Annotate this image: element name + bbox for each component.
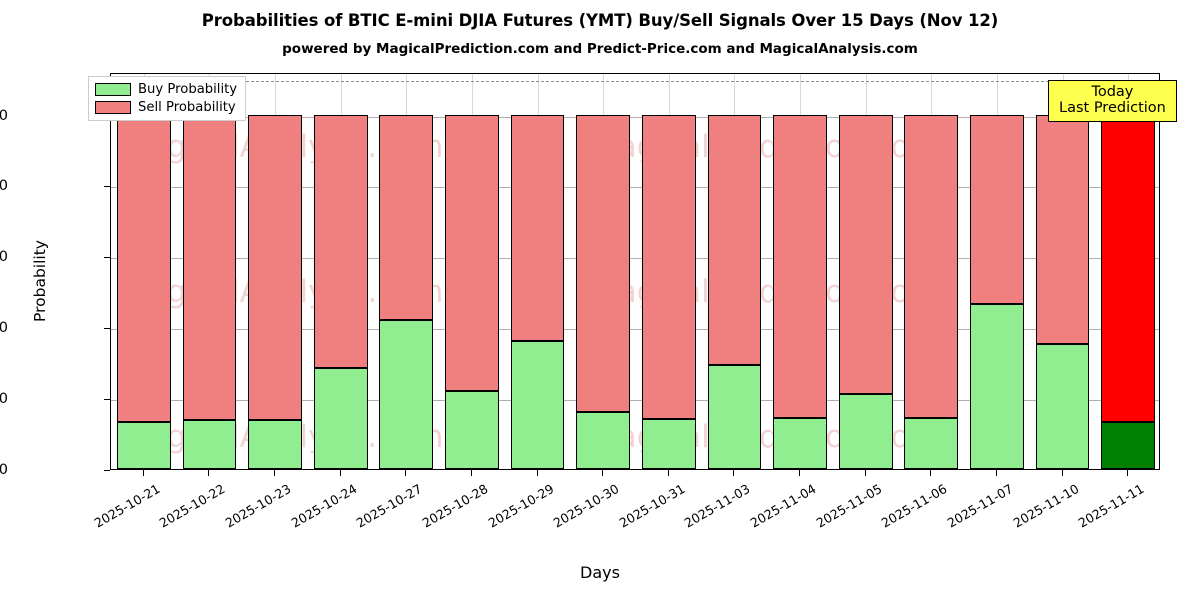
bar-segment-sell[interactable] xyxy=(576,114,631,412)
bar-segment-sell[interactable] xyxy=(313,114,368,368)
bar-segment-buy[interactable] xyxy=(313,367,368,469)
chart-legend: Buy Probability Sell Probability xyxy=(88,76,247,121)
bar-segment-buy[interactable] xyxy=(707,364,762,469)
bar-segment-sell[interactable] xyxy=(904,114,959,418)
bar-group[interactable] xyxy=(379,74,434,469)
bar-group[interactable] xyxy=(641,74,696,469)
x-tick-mark xyxy=(471,470,472,476)
y-tick-label: 40 xyxy=(0,320,8,337)
bar-group[interactable] xyxy=(1035,74,1090,469)
legend-label-buy: Buy Probability xyxy=(138,82,238,97)
x-tick-mark xyxy=(340,470,341,476)
bar-segment-buy[interactable] xyxy=(379,319,434,469)
x-tick-mark xyxy=(865,470,866,476)
today-callout-line1: Today xyxy=(1091,84,1134,100)
bar-segment-sell[interactable] xyxy=(970,114,1024,304)
y-tick-mark xyxy=(104,399,110,400)
legend-swatch-sell-icon xyxy=(95,101,131,114)
bar-group[interactable] xyxy=(510,74,565,469)
y-tick-mark xyxy=(104,470,110,471)
y-tick-mark xyxy=(104,328,110,329)
legend-item-buy: Buy Probability xyxy=(95,82,237,97)
legend-swatch-buy-icon xyxy=(95,83,131,96)
bar-segment-sell[interactable] xyxy=(445,114,499,392)
x-tick-mark xyxy=(996,470,997,476)
bar-segment-sell[interactable] xyxy=(641,114,696,419)
y-tick-label: 0 xyxy=(0,462,8,478)
bar-group[interactable] xyxy=(248,74,302,469)
bar-segment-sell[interactable] xyxy=(182,114,237,421)
x-tick-mark xyxy=(799,470,800,476)
y-tick-label: 20 xyxy=(0,391,8,408)
horizontal-gridline xyxy=(111,187,1159,188)
x-tick-mark xyxy=(1127,470,1128,476)
x-tick-mark xyxy=(733,470,734,476)
today-callout-line2: Last Prediction xyxy=(1059,100,1166,117)
bar-group[interactable] xyxy=(445,74,499,469)
bar-segment-buy[interactable] xyxy=(576,411,631,469)
bar-group[interactable] xyxy=(707,74,762,469)
legend-label-sell: Sell Probability xyxy=(138,100,236,115)
bar-segment-sell[interactable] xyxy=(510,114,565,341)
bar-segment-sell[interactable] xyxy=(773,114,827,419)
bar-group[interactable] xyxy=(313,74,368,469)
bar-segment-sell[interactable] xyxy=(379,114,434,320)
y-tick-mark xyxy=(104,257,110,258)
legend-item-sell: Sell Probability xyxy=(95,100,237,115)
bar-segment-buy[interactable] xyxy=(510,340,565,469)
bar-segment-sell[interactable] xyxy=(838,114,893,395)
bar-group[interactable] xyxy=(182,74,237,469)
threshold-line xyxy=(111,81,1159,82)
y-tick-label: 100 xyxy=(0,107,8,124)
bar-segment-buy[interactable] xyxy=(773,418,827,469)
x-axis-label: Days xyxy=(580,563,620,582)
bar-segment-buy[interactable] xyxy=(1101,421,1156,469)
bar-segment-sell[interactable] xyxy=(1101,114,1156,422)
bar-segment-buy[interactable] xyxy=(248,420,302,469)
x-tick-mark xyxy=(208,470,209,476)
x-tick-mark xyxy=(930,470,931,476)
bar-group[interactable] xyxy=(970,74,1024,469)
bar-segment-sell[interactable] xyxy=(248,114,302,421)
horizontal-gridline xyxy=(111,329,1159,330)
bar-group[interactable] xyxy=(773,74,827,469)
x-tick-mark xyxy=(1062,470,1063,476)
bar-segment-sell[interactable] xyxy=(116,114,171,422)
bar-group[interactable] xyxy=(904,74,959,469)
bar-group[interactable] xyxy=(576,74,631,469)
horizontal-gridline xyxy=(111,117,1159,118)
x-tick-mark xyxy=(274,470,275,476)
y-tick-label: 80 xyxy=(0,178,8,195)
bar-segment-buy[interactable] xyxy=(838,394,893,469)
bar-segment-buy[interactable] xyxy=(970,303,1024,469)
bar-segment-buy[interactable] xyxy=(641,418,696,469)
x-tick-mark xyxy=(143,470,144,476)
horizontal-gridline xyxy=(111,400,1159,401)
bar-segment-sell[interactable] xyxy=(1035,114,1090,345)
page-title: Probabilities of BTIC E-mini DJIA Future… xyxy=(201,11,999,30)
chart-subtitle: powered by MagicalPrediction.com and Pre… xyxy=(282,41,918,57)
bar-segment-buy[interactable] xyxy=(182,420,237,469)
bar-segment-buy[interactable] xyxy=(904,417,959,469)
x-tick-mark xyxy=(602,470,603,476)
today-callout: Today Last Prediction xyxy=(1048,80,1177,123)
y-axis-label: Probability xyxy=(31,240,49,322)
bar-segment-buy[interactable] xyxy=(116,421,171,469)
bar-segment-buy[interactable] xyxy=(445,391,499,469)
horizontal-gridline xyxy=(111,258,1159,259)
bar-group[interactable] xyxy=(838,74,893,469)
bar-group[interactable] xyxy=(1101,74,1156,469)
x-tick-mark xyxy=(537,470,538,476)
y-tick-mark xyxy=(104,186,110,187)
plot-area: MagicalAnalysis.comMagicalPrediction.com… xyxy=(110,73,1160,470)
y-tick-label: 60 xyxy=(0,249,8,266)
bar-segment-buy[interactable] xyxy=(1035,344,1090,469)
x-tick-mark xyxy=(668,470,669,476)
bar-group[interactable] xyxy=(116,74,171,469)
x-tick-mark xyxy=(405,470,406,476)
bar-segment-sell[interactable] xyxy=(707,114,762,365)
